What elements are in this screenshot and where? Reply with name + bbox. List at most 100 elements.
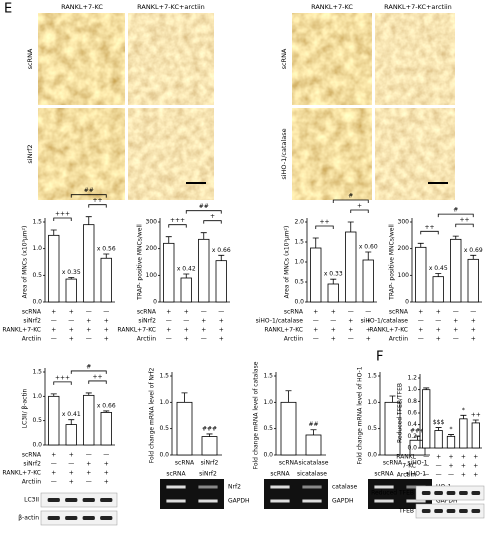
error-bar — [68, 277, 75, 280]
significance-label: ++ — [92, 197, 102, 204]
error-bar — [68, 419, 75, 425]
blot-band — [82, 516, 95, 520]
row-label: scRNA — [280, 48, 288, 69]
annotation: x 0.33 — [324, 271, 343, 278]
y-tick-label: 0.0 — [407, 445, 417, 452]
error-bar — [103, 410, 110, 413]
significance-label: +++ — [170, 217, 185, 224]
annotation: * — [462, 407, 465, 414]
significance-bracket — [185, 210, 222, 214]
error-bar — [365, 251, 372, 260]
condition-mark: + — [313, 309, 318, 316]
condition-mark: — — [313, 318, 319, 325]
gel-band — [374, 499, 394, 503]
condition-mark: + — [436, 454, 441, 461]
error-bar — [103, 253, 110, 259]
micrograph — [38, 108, 125, 200]
annotation: x 0.56 — [97, 246, 116, 253]
condition-mark: — — [201, 309, 207, 316]
condition-mark: — — [201, 336, 207, 343]
condition-mark: + — [51, 327, 56, 334]
condition-label: siNrf2 — [23, 318, 41, 325]
condition-mark: — — [313, 336, 319, 343]
blot-band — [82, 498, 95, 502]
condition-mark: + — [166, 309, 171, 316]
condition-mark: + — [219, 327, 224, 334]
condition-label: RANKL+7-KC — [2, 470, 41, 477]
gel — [264, 479, 328, 509]
band-label: GAPDH — [228, 498, 250, 505]
significance-bracket — [455, 223, 474, 228]
bar — [163, 242, 175, 303]
x-tick-label: scRNA — [383, 460, 403, 467]
error-bar — [181, 392, 188, 403]
condition-mark: — — [418, 318, 424, 325]
y-tick-label: 0.0 — [294, 299, 304, 306]
blot — [40, 510, 118, 526]
bar — [432, 276, 444, 303]
condition-mark: — — [435, 318, 441, 325]
condition-mark: + — [313, 327, 318, 334]
y-tick-label: 1.0 — [32, 393, 42, 400]
bar — [434, 430, 443, 449]
condition-mark: + — [471, 327, 476, 334]
condition-mark: + — [69, 479, 74, 486]
condition-mark: + — [366, 336, 371, 343]
lane-label: siHO-1 — [406, 471, 426, 478]
condition-mark: + — [69, 309, 74, 316]
condition-mark: — — [51, 479, 57, 486]
micrograph — [128, 13, 214, 105]
condition-mark: — — [86, 479, 92, 486]
bar — [467, 258, 479, 303]
condition-mark: + — [473, 454, 478, 461]
bar — [48, 234, 60, 303]
condition-mark: — — [51, 336, 57, 343]
condition-mark: + — [448, 463, 453, 470]
band-label: Reduced TFEB — [371, 490, 414, 497]
y-axis-label: TRAP- positive MNCs/well — [137, 224, 144, 301]
condition-mark: + — [448, 454, 453, 461]
condition-mark: + — [418, 309, 423, 316]
significance-label: # — [86, 363, 91, 370]
significance-bracket — [332, 199, 369, 203]
y-tick-label: 1.0 — [263, 399, 273, 406]
gel-band — [270, 499, 290, 503]
condition-mark: + — [348, 318, 353, 325]
x-tick-label: sicatalase — [299, 460, 329, 467]
row-label: siNrf2 — [26, 144, 34, 163]
panel-label: E — [4, 2, 12, 17]
condition-mark: + — [69, 452, 74, 459]
bar — [198, 238, 210, 303]
condition-label: RANKL+7-KC — [117, 327, 156, 334]
y-tick-label: 1.0 — [159, 399, 169, 406]
condition-label: Arctiin — [22, 336, 41, 343]
band-label: Nrf2 — [228, 484, 241, 491]
condition-mark: + — [86, 461, 91, 468]
significance-label: + — [357, 203, 362, 210]
row-label: siHO-1/catalase — [280, 128, 288, 179]
condition-mark: + — [436, 327, 441, 334]
bar — [83, 394, 95, 446]
blot-band — [65, 498, 78, 502]
error-bar — [435, 427, 442, 431]
y-axis-label: Area of MNCs (x10³μm²) — [284, 226, 291, 299]
condition-mark: + — [51, 309, 56, 316]
condition-mark: + — [184, 309, 189, 316]
y-tick-label: 0.5 — [32, 272, 42, 279]
annotation: ## — [308, 421, 318, 428]
condition-mark: — — [348, 336, 354, 343]
gel-band — [198, 485, 218, 489]
error-bar — [460, 414, 467, 419]
condition-mark: + — [219, 318, 224, 325]
y-axis-label: Fold change mRNA level of catalase — [253, 361, 260, 469]
error-bar — [472, 419, 479, 423]
condition-mark: — — [218, 309, 224, 316]
condition-mark: + — [69, 327, 74, 334]
significance-bracket — [88, 380, 107, 384]
error-bar — [452, 235, 459, 240]
y-tick-label: 0.8 — [407, 398, 417, 405]
condition-mark: — — [448, 472, 454, 479]
bar — [471, 422, 480, 449]
error-bar — [435, 273, 442, 277]
significance-bracket — [70, 370, 107, 374]
